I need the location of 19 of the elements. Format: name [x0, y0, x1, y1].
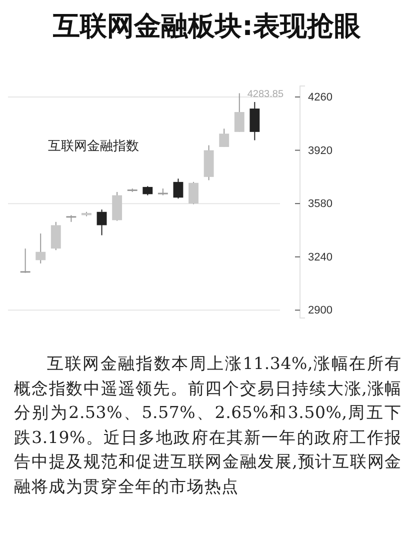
candlestick	[188, 181, 198, 205]
candlestick	[36, 233, 46, 264]
candlestick	[96, 209, 107, 236]
y-tick-label: 3920	[308, 144, 332, 157]
annotation: 互联网金融指数	[48, 139, 139, 154]
y-tick-label: 3580	[308, 198, 332, 210]
candlestick	[50, 221, 61, 251]
candlestick	[142, 186, 153, 196]
candlestick	[234, 92, 244, 132]
y-tick-label: 4260	[308, 91, 332, 104]
candlestick	[20, 248, 32, 274]
y-tick-label: 2900	[308, 304, 332, 317]
candlestick	[173, 178, 184, 200]
y-tick-label: 3240	[308, 251, 332, 264]
candlestick	[219, 128, 230, 148]
annotation: 4283.85	[247, 89, 284, 100]
text: 互联网金融指数本周上涨11.34%,涨幅在所有概念指数中遥遥领先。前四个交易日持续大涨,涨幅分别为2.53%、5.57%、2.65%和3.50%,周五下跌3.19%。近日多地政府在其新一年的政府工作报告中提及规范和促进互联网金融发展,预计互联网金融将成为贯穿全年的市场热点	[14, 354, 402, 496]
chart-title: 互联网金融板块:表现抢眼	[52, 10, 362, 44]
candlestick	[250, 101, 260, 141]
